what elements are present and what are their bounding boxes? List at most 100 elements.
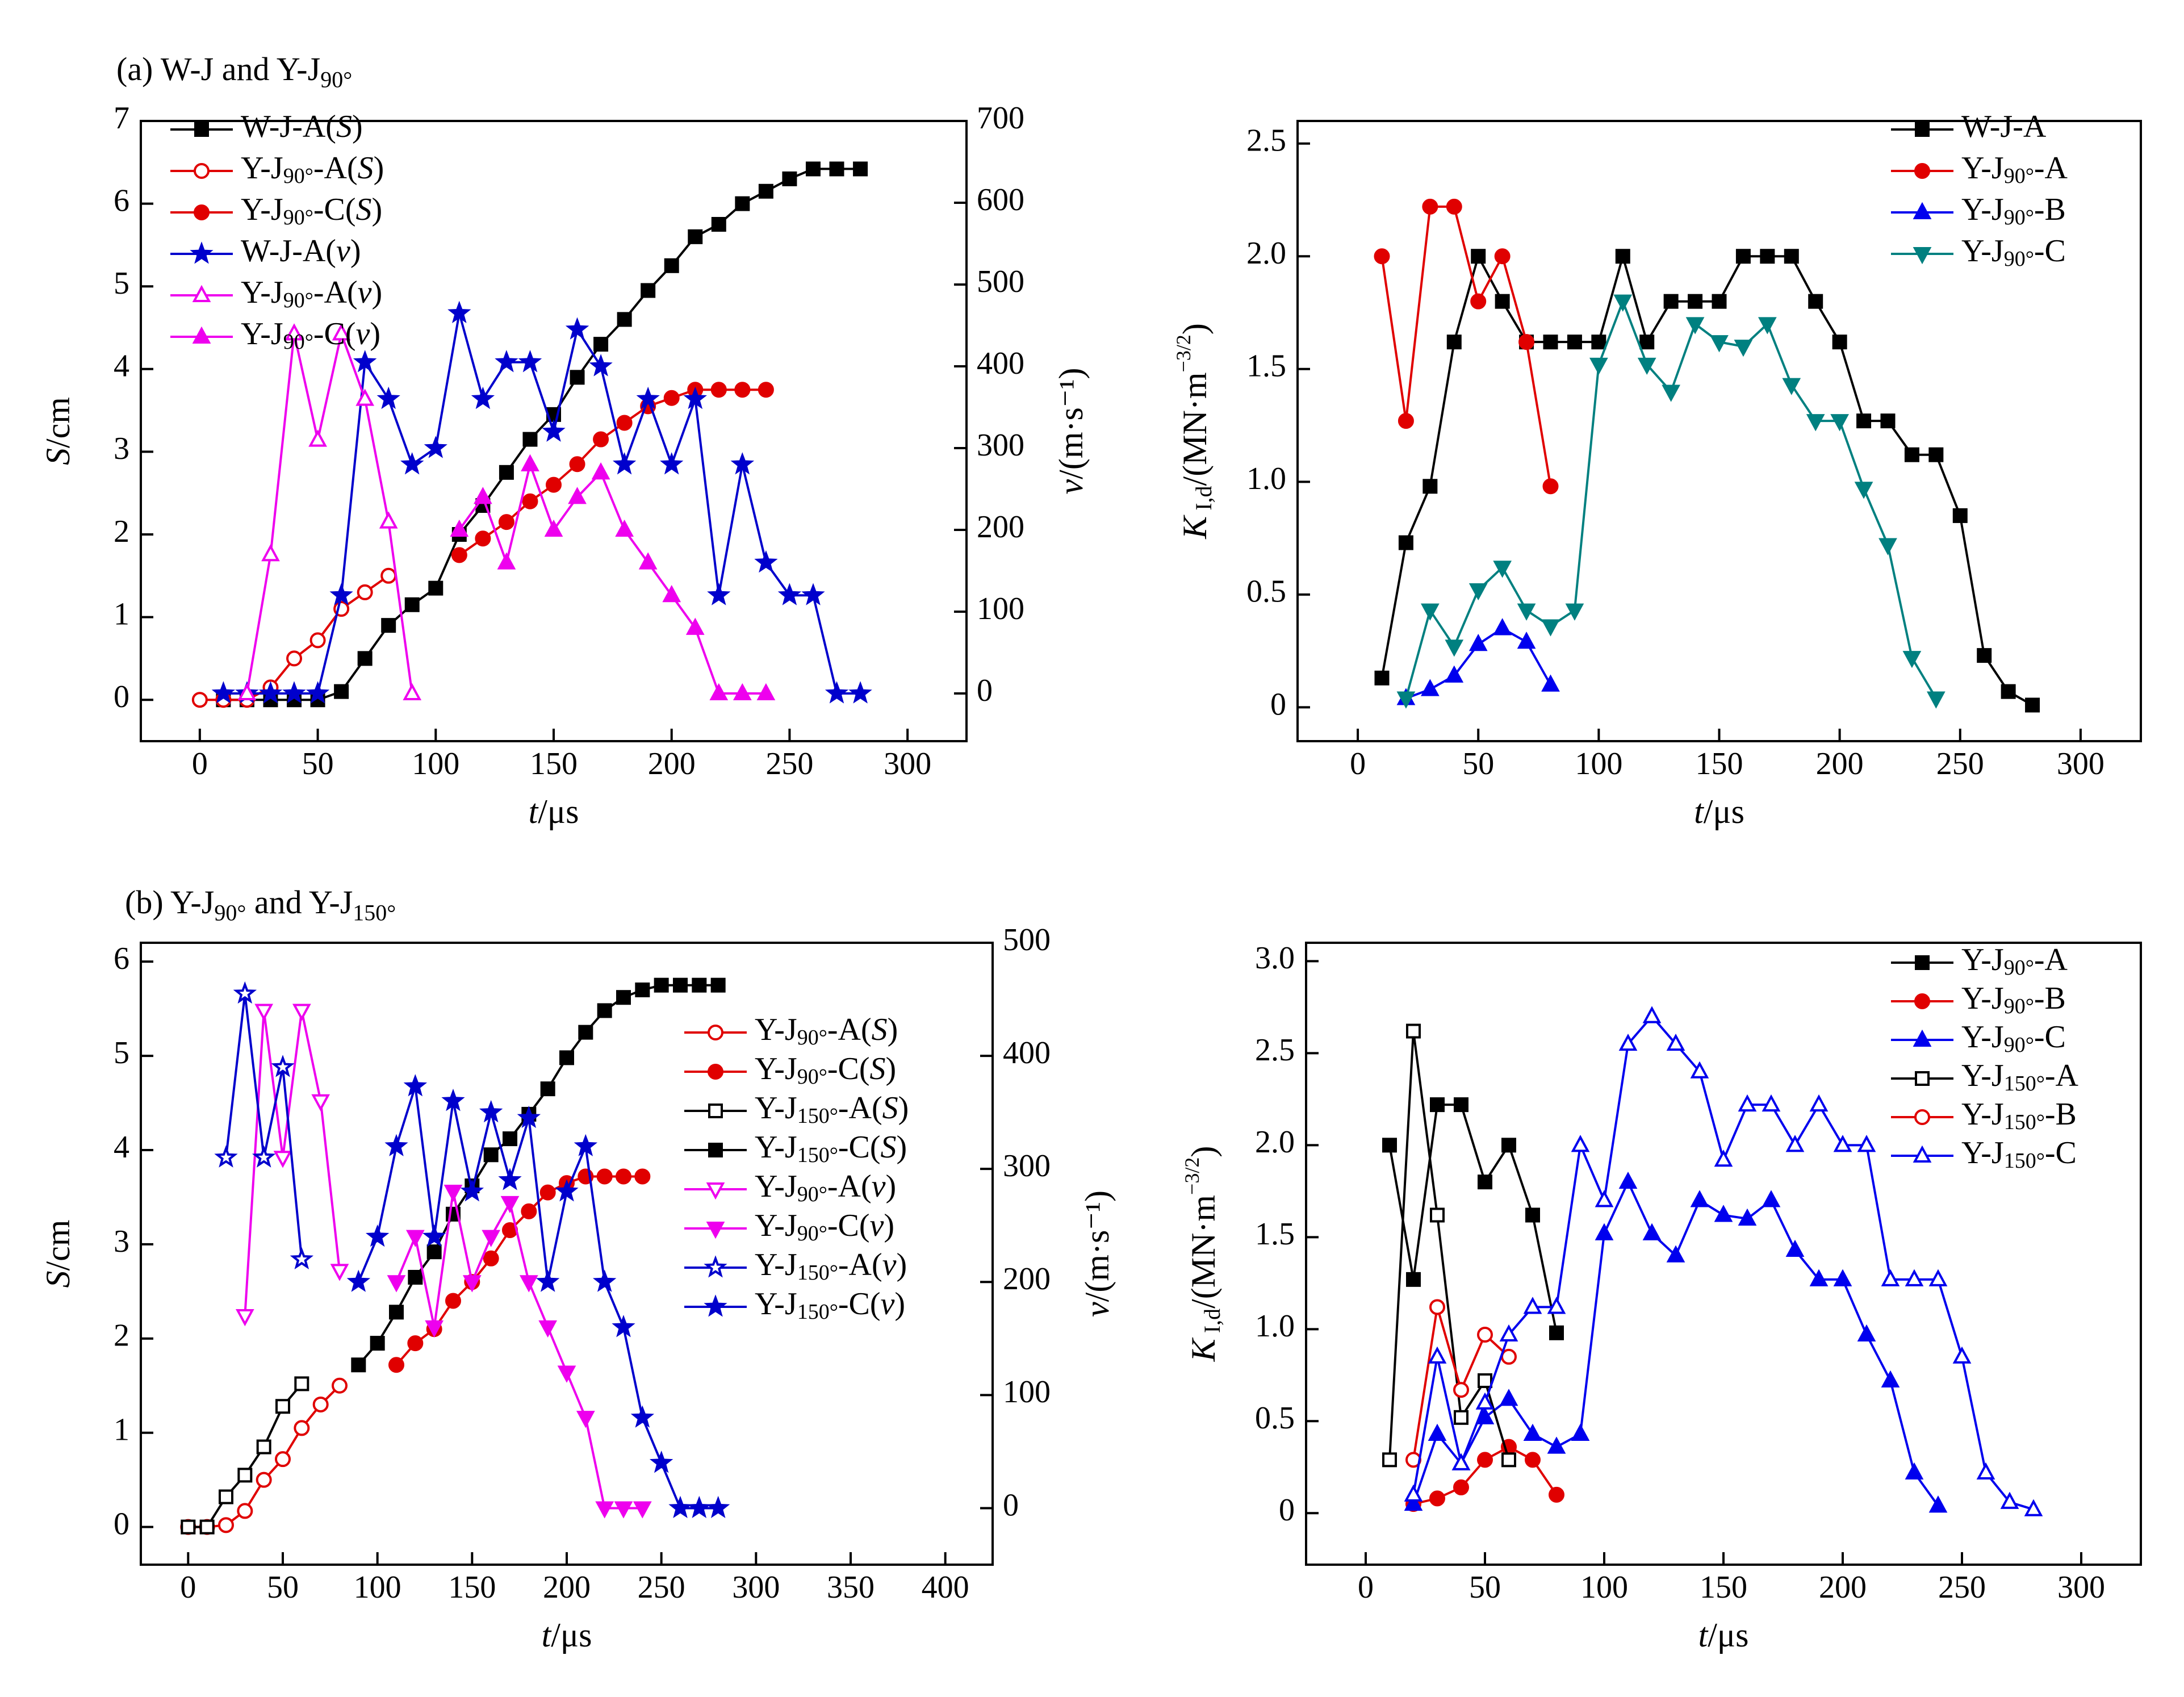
data-point — [1398, 535, 1413, 550]
series-2 — [1404, 1171, 1948, 1513]
data-point — [1977, 648, 1992, 663]
x-tick-label: 100 — [1580, 1570, 1628, 1605]
data-point — [1406, 1272, 1421, 1287]
data-point — [1808, 294, 1823, 309]
y-tick-label: 1.5 — [1246, 349, 1286, 384]
data-point — [312, 1396, 329, 1412]
data-point — [519, 1275, 538, 1293]
data-point — [1525, 1207, 1540, 1223]
data-point — [334, 684, 349, 699]
data-point — [521, 454, 539, 471]
data-point — [404, 597, 420, 612]
data-point — [612, 1315, 635, 1337]
data-point — [500, 1196, 520, 1214]
legend-marker — [194, 204, 210, 220]
legend-label-7: Y-J150°-C(v) — [755, 1286, 905, 1324]
legend-marker — [194, 122, 209, 137]
data-point — [559, 1050, 574, 1065]
series-2 — [1396, 618, 1560, 705]
data-point — [664, 258, 679, 273]
data-point — [1541, 674, 1560, 692]
data-point — [306, 681, 330, 704]
y-tick-label: 0.5 — [1255, 1401, 1295, 1436]
x-tick-label: 0 — [1350, 746, 1366, 781]
y-tick-label: 5 — [114, 1035, 129, 1071]
series-line — [1388, 1104, 1558, 1334]
x-tick-label: 400 — [922, 1570, 969, 1605]
data-point — [2024, 1499, 2043, 1516]
y-tick-label: 1 — [114, 596, 129, 632]
series-0 — [1382, 1097, 1564, 1340]
y-tick-label: 6 — [114, 941, 129, 976]
data-point — [1517, 632, 1536, 649]
data-point — [426, 1244, 442, 1260]
legend-marker — [1915, 955, 1930, 970]
data-point — [1470, 293, 1487, 310]
data-point — [233, 981, 257, 1004]
data-point — [235, 1309, 254, 1327]
data-point — [612, 452, 637, 475]
x-tick-label: 200 — [543, 1570, 591, 1605]
data-point — [1785, 1135, 1805, 1152]
data-point — [1881, 1370, 1900, 1388]
data-point — [1758, 317, 1777, 335]
data-point — [294, 1420, 310, 1436]
data-point — [539, 1184, 556, 1201]
legend-entry: Y-J90°-A(v) — [684, 1169, 896, 1206]
data-point — [271, 1055, 295, 1077]
data-point — [408, 1269, 423, 1285]
x-tick-label: 250 — [1938, 1570, 1986, 1605]
data-point — [735, 196, 750, 211]
data-point — [1501, 1348, 1517, 1365]
y-tick-label: 2 — [114, 514, 129, 549]
data-point — [1690, 1190, 1709, 1207]
data-point — [654, 977, 669, 993]
data-point — [1571, 1135, 1590, 1152]
x-tick-label: 50 — [267, 1570, 299, 1605]
series-2 — [451, 382, 774, 563]
data-point — [330, 1264, 349, 1281]
legend-label-1: Y-J90°-C(S) — [755, 1051, 896, 1089]
data-point — [1429, 1490, 1445, 1507]
data-point — [1856, 413, 1872, 429]
legend-entry: W-J-A(v) — [170, 233, 361, 269]
data-point — [292, 1004, 311, 1021]
x-axis-label: t/μs — [1694, 793, 1744, 830]
x-tick-label: 200 — [648, 746, 696, 781]
data-point — [540, 1081, 555, 1097]
legend-marker — [1913, 202, 1932, 219]
y2-tick-label: 600 — [977, 182, 1024, 218]
panel-a-label-sub: 90° — [320, 66, 353, 93]
series-line — [244, 1010, 341, 1316]
data-point — [641, 283, 656, 298]
legend-label-1: Y-J90°-B — [1961, 981, 2066, 1018]
y-tick-label: 1.0 — [1255, 1309, 1295, 1344]
data-point — [1690, 1061, 1709, 1079]
data-point — [471, 386, 495, 409]
data-point — [1477, 1327, 1493, 1343]
legend-entry: Y-J150°-C(S) — [684, 1130, 907, 1167]
y-tick-label: 7 — [114, 101, 129, 136]
data-point — [284, 323, 304, 341]
data-point — [403, 683, 422, 701]
data-point — [1666, 1245, 1685, 1263]
data-point — [1445, 639, 1464, 657]
data-point — [1501, 1452, 1516, 1468]
data-point — [1663, 294, 1679, 309]
data-point — [673, 977, 688, 993]
series-line — [458, 460, 766, 695]
data-point — [570, 370, 585, 385]
data-point — [615, 519, 634, 537]
data-point — [574, 1134, 598, 1156]
data-point — [565, 317, 589, 340]
data-point — [355, 388, 375, 406]
data-point — [687, 1495, 712, 1518]
data-point — [199, 1519, 215, 1535]
data-point — [1639, 335, 1655, 350]
legend-entry: Y-J90°-C — [1891, 1019, 2066, 1057]
y2-tick-label: 100 — [977, 591, 1024, 626]
legend-marker — [1914, 993, 1930, 1009]
legend-entry: Y-J150°-A — [1891, 1058, 2079, 1096]
data-point — [211, 681, 236, 704]
